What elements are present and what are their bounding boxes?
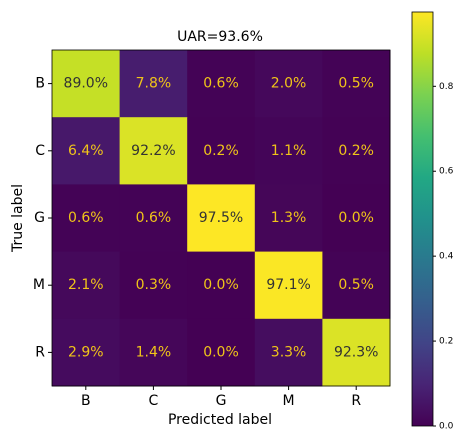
heatmap-cell: [254, 184, 323, 253]
heatmap-cell: [254, 251, 323, 320]
colorbar-tick-label: 0.6: [439, 167, 454, 177]
cell-label: 97.1%: [266, 277, 310, 293]
colorbar-tick-label: 0.2: [439, 337, 453, 347]
colorbar-tick-label: 0.8: [439, 82, 454, 92]
colorbar-tick-label: 0.0: [439, 422, 454, 432]
heatmap-cell: [322, 184, 391, 253]
colorbar-tick-label: 0.4: [439, 252, 454, 262]
heatmap-cell: [52, 117, 121, 185]
heatmap-cell: [322, 117, 391, 185]
heatmap-cell: [322, 251, 391, 320]
heatmap-cell: [52, 318, 121, 387]
x-tick-label: C: [149, 393, 159, 409]
cell-label: 0.5%: [338, 76, 374, 92]
cell-label: 0.3%: [136, 277, 172, 293]
heatmap-cell: [187, 184, 256, 253]
heatmap-cell: [52, 184, 121, 253]
cell-label: 0.0%: [203, 277, 239, 293]
heatmap-cell: [52, 50, 121, 118]
cell-label: 92.2%: [131, 143, 175, 159]
cell-label: 6.4%: [68, 143, 104, 159]
heatmap-cell: [187, 251, 256, 320]
y-tick-label: C: [35, 143, 45, 159]
x-tick-label: G: [216, 393, 227, 409]
cell-label: 0.0%: [203, 344, 239, 360]
y-axis-label: True label: [10, 184, 26, 253]
cell-label: 2.9%: [68, 344, 104, 360]
cell-label: 0.6%: [68, 210, 104, 226]
heatmap-cell: [119, 50, 188, 118]
y-tick-label: G: [34, 210, 45, 226]
cell-label: 3.3%: [271, 344, 307, 360]
y-tick-label: M: [33, 277, 45, 293]
colorbar: [411, 11, 434, 427]
heatmap-cell: [52, 251, 121, 320]
cell-label: 92.3%: [334, 344, 378, 360]
cell-label: 2.1%: [68, 277, 104, 293]
cell-label: 1.4%: [136, 344, 172, 360]
cell-label: 0.5%: [338, 277, 374, 293]
cell-label: 0.6%: [203, 76, 239, 92]
heatmap-cell: [119, 117, 188, 185]
heatmap-cell: [322, 50, 391, 118]
cell-label: 0.6%: [136, 210, 172, 226]
chart-title: UAR=93.6%: [177, 29, 263, 45]
cell-label: 97.5%: [199, 210, 243, 226]
heatmap-cell: [187, 318, 256, 387]
x-axis-label: Predicted label: [168, 412, 272, 428]
heatmap-cell: [322, 318, 391, 387]
x-tick-label: B: [81, 393, 91, 409]
cell-label: 2.0%: [271, 76, 307, 92]
cell-label: 0.2%: [338, 143, 374, 159]
y-tick-label: R: [35, 344, 45, 360]
heatmap-cell: [254, 117, 323, 185]
heatmap-cell: [187, 50, 256, 118]
cell-label: 1.3%: [271, 210, 307, 226]
cell-label: 0.0%: [338, 210, 374, 226]
heatmap-cell: [119, 318, 188, 387]
heatmap-cell: [187, 117, 256, 185]
heatmap-cell: [254, 318, 323, 387]
x-tick-label: R: [351, 393, 361, 409]
cell-label: 0.2%: [203, 143, 239, 159]
heatmap-cell: [119, 251, 188, 320]
y-tick-label: B: [35, 76, 45, 92]
heatmap-cell: [119, 184, 188, 253]
cell-label: 7.8%: [136, 76, 172, 92]
x-tick-label: M: [283, 393, 295, 409]
cell-label: 89.0%: [64, 76, 108, 92]
cell-label: 1.1%: [271, 143, 307, 159]
heatmap-cell: [254, 50, 323, 118]
